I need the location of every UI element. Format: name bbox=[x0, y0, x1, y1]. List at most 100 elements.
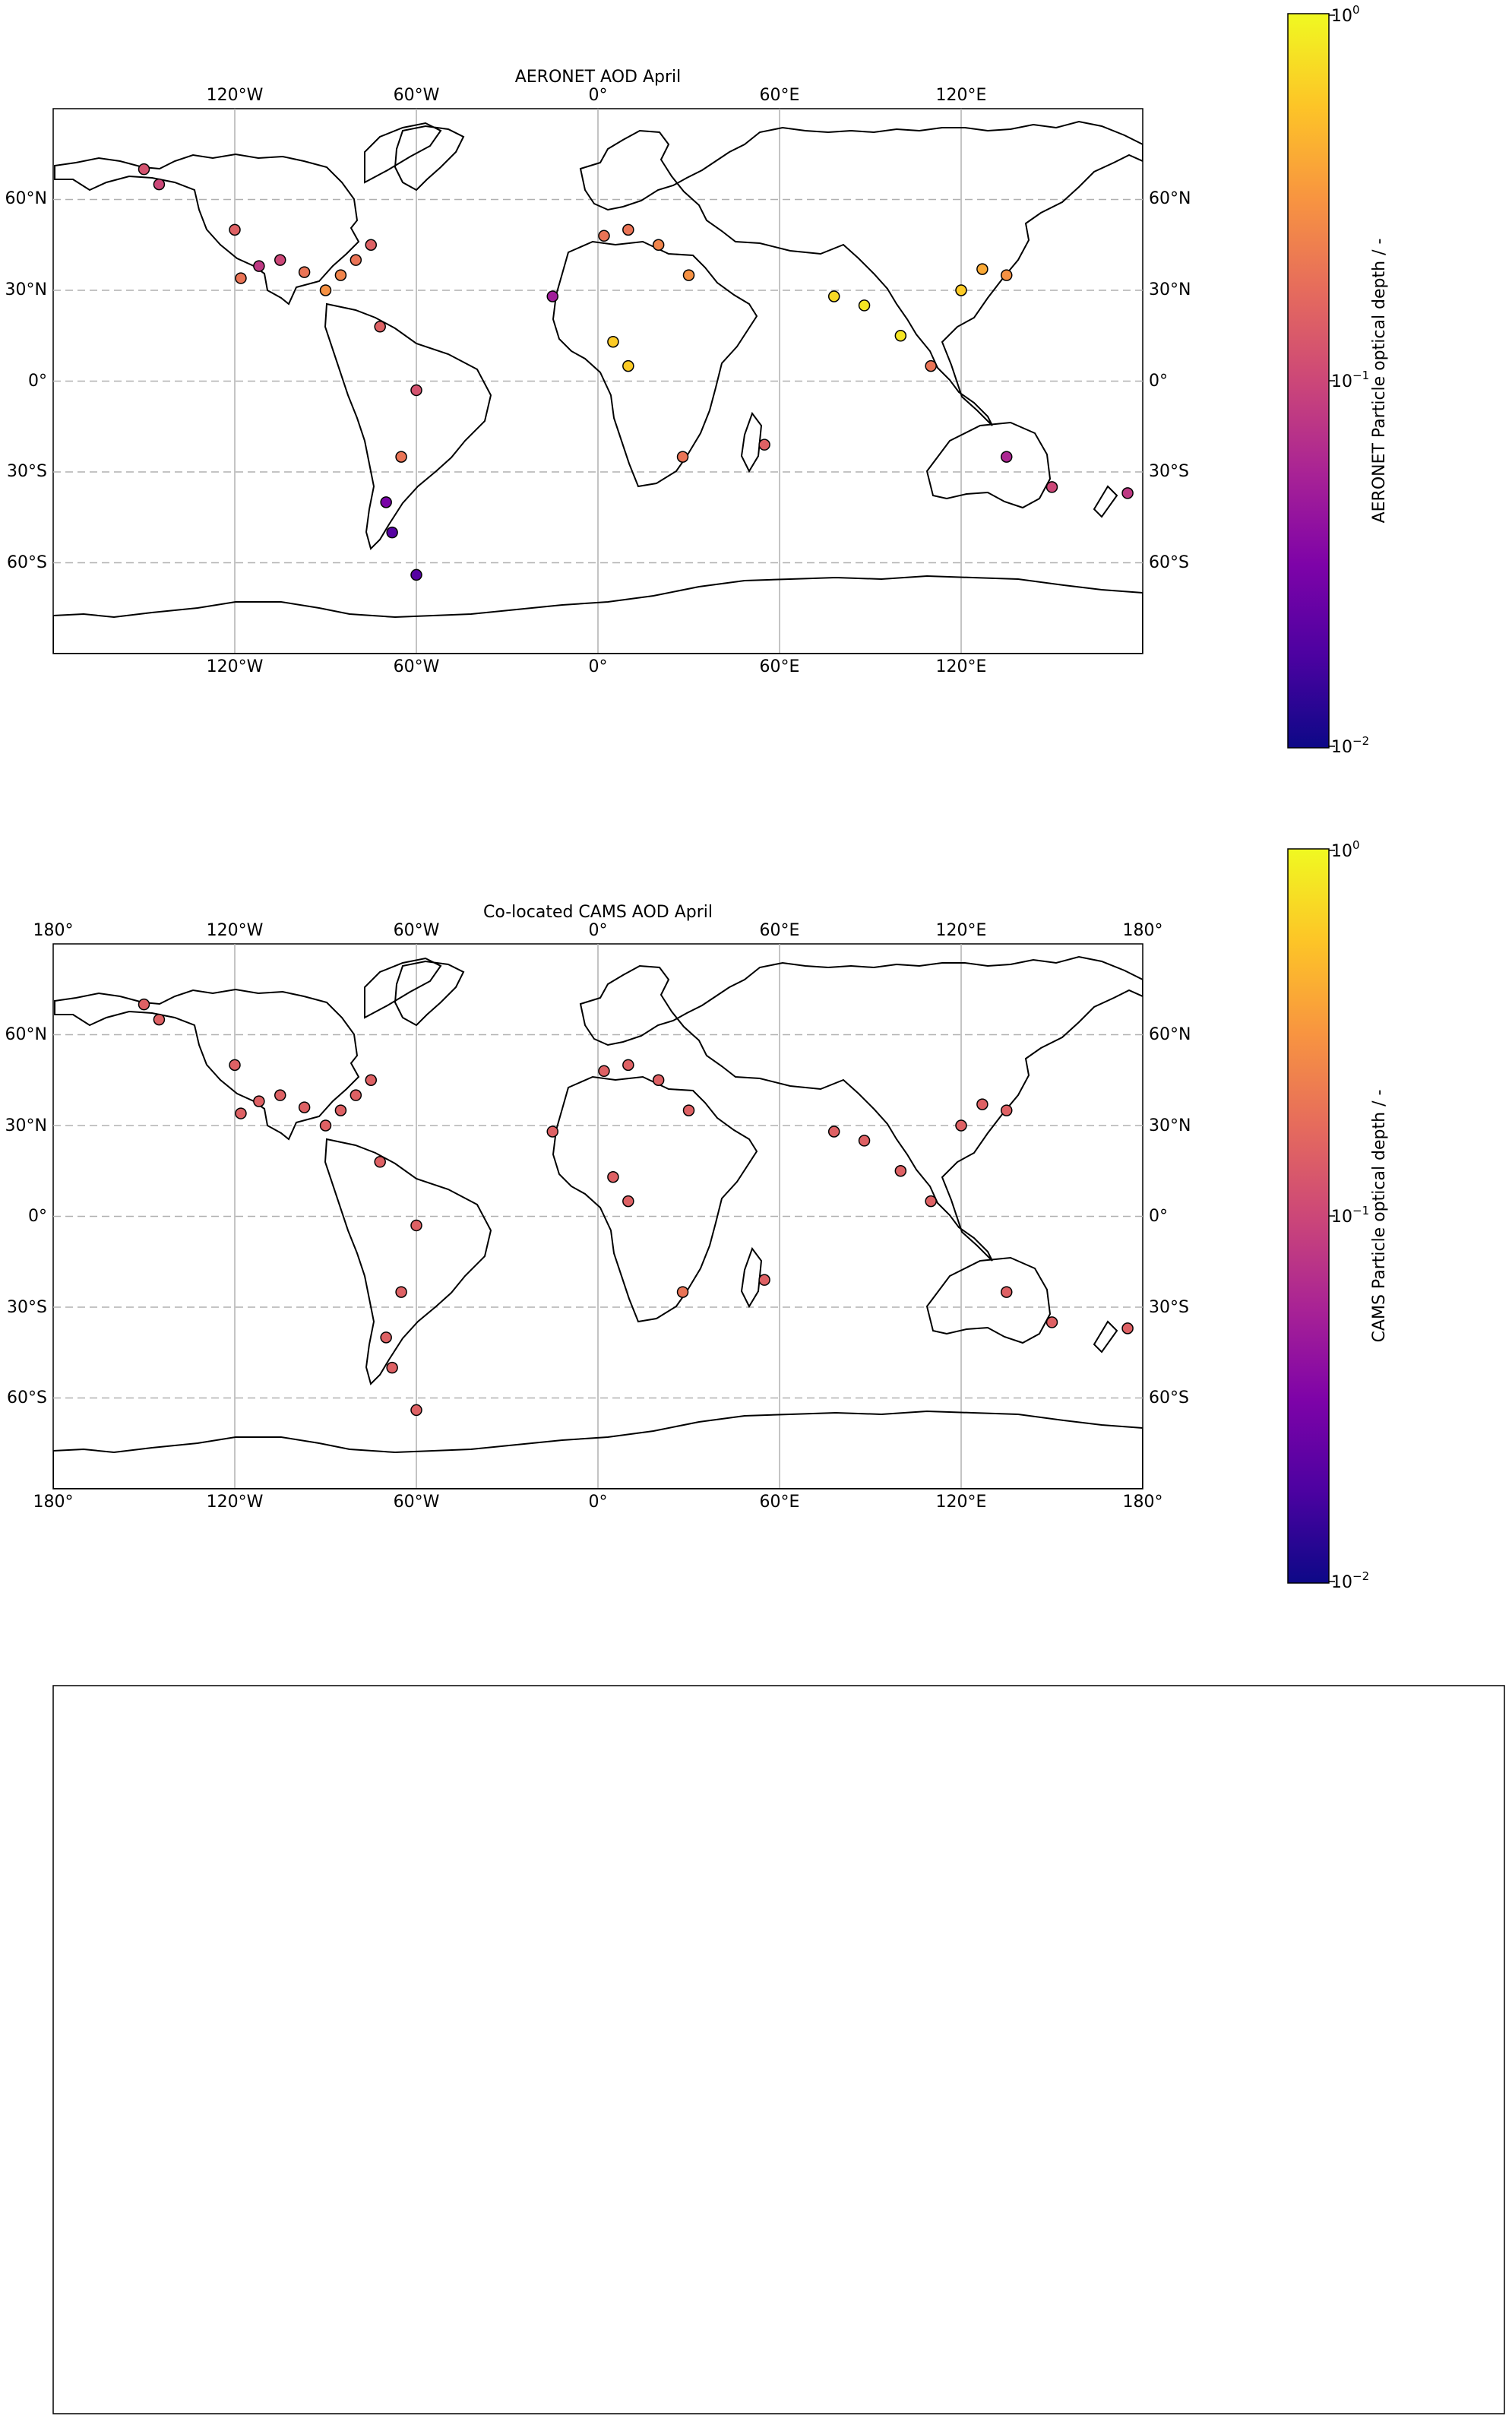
top-lon-tick: 120°W bbox=[207, 921, 264, 940]
left-lat-tick: 60°S bbox=[7, 1388, 47, 1407]
station-marker bbox=[827, 1126, 840, 1138]
top-lon-tick: 60°E bbox=[760, 86, 800, 105]
top-lon-tick: 120°E bbox=[936, 86, 987, 105]
left-lat-tick: 0° bbox=[28, 372, 47, 391]
station-marker bbox=[1001, 451, 1013, 463]
station-marker bbox=[546, 1126, 558, 1138]
bottom-lon-tick: 180° bbox=[33, 1493, 74, 1512]
station-marker bbox=[622, 1195, 634, 1208]
map-title: AERONET AOD April bbox=[515, 68, 682, 87]
station-marker bbox=[253, 260, 265, 272]
left-lat-tick: 60°N bbox=[5, 1025, 47, 1044]
station-marker bbox=[676, 451, 689, 463]
station-marker bbox=[153, 1013, 166, 1026]
station-marker bbox=[298, 266, 311, 278]
station-marker bbox=[410, 1404, 422, 1417]
station-marker bbox=[682, 1104, 695, 1116]
bottom-lon-tick: 60°W bbox=[394, 1493, 440, 1512]
station-markers bbox=[138, 163, 1134, 581]
colorbar-gradient bbox=[1287, 13, 1330, 749]
bottom-lon-tick: 60°E bbox=[760, 1493, 800, 1512]
station-marker bbox=[380, 1331, 392, 1344]
station-marker bbox=[607, 335, 619, 348]
station-marker bbox=[1121, 1322, 1134, 1335]
top-lon-tick: 0° bbox=[589, 86, 608, 105]
bottom-lon-tick: 120°E bbox=[936, 1493, 987, 1512]
top-lon-tick: 120°W bbox=[207, 86, 264, 105]
station-marker bbox=[955, 1119, 967, 1132]
station-marker bbox=[319, 1119, 332, 1132]
station-marker bbox=[138, 998, 150, 1011]
left-lat-tick: 30°N bbox=[5, 280, 47, 299]
station-marker bbox=[235, 1107, 247, 1119]
station-marker bbox=[386, 526, 398, 539]
colorbar-tick-label: 100 bbox=[1331, 838, 1360, 861]
right-lat-tick: 0° bbox=[1149, 1207, 1168, 1226]
top-lon-tick: 60°W bbox=[394, 921, 440, 940]
left-lat-tick: 60°N bbox=[5, 189, 47, 208]
empty-axes-panel bbox=[52, 1685, 1505, 2414]
station-marker bbox=[410, 384, 422, 397]
station-marker bbox=[607, 1170, 619, 1183]
colorbar-tick-label: 100 bbox=[1331, 3, 1360, 26]
right-lat-tick: 30°S bbox=[1149, 462, 1189, 481]
top-lon-tick: 60°E bbox=[760, 921, 800, 940]
station-marker bbox=[858, 1135, 871, 1147]
station-marker bbox=[827, 290, 840, 302]
colorbar-tick-label: 10−1 bbox=[1331, 369, 1369, 391]
station-marker bbox=[1045, 1316, 1058, 1328]
station-marker bbox=[976, 263, 988, 275]
left-lat-tick: 0° bbox=[28, 1207, 47, 1226]
station-marker bbox=[682, 269, 695, 281]
station-marker bbox=[274, 1089, 286, 1101]
station-marker bbox=[676, 1286, 689, 1298]
station-marker bbox=[1121, 487, 1134, 499]
bottom-lon-tick: 180° bbox=[1123, 1493, 1163, 1512]
station-marker bbox=[1045, 481, 1058, 493]
station-marker bbox=[622, 1059, 634, 1072]
station-marker bbox=[334, 269, 347, 281]
station-marker bbox=[598, 230, 610, 242]
station-marker bbox=[976, 1098, 988, 1110]
station-marker bbox=[350, 1089, 362, 1101]
station-marker bbox=[380, 496, 392, 508]
left-lat-tick: 30°S bbox=[7, 1298, 47, 1317]
map-cams: Co-located CAMS AOD April 180° 120°W 60°… bbox=[5, 903, 1191, 1512]
bottom-lon-tick: 120°W bbox=[207, 1493, 264, 1512]
top-lon-tick: 180° bbox=[33, 921, 74, 940]
station-marker bbox=[410, 1219, 422, 1232]
colorbar-label: AERONET Particle optical depth / - bbox=[1370, 239, 1389, 524]
station-marker bbox=[622, 223, 634, 236]
right-lat-tick: 60°S bbox=[1149, 553, 1189, 572]
bottom-lon-tick: 60°E bbox=[760, 657, 800, 676]
station-marker bbox=[622, 359, 634, 372]
station-marker bbox=[1001, 1286, 1013, 1298]
right-lat-tick: 60°S bbox=[1149, 1388, 1189, 1407]
station-marker bbox=[925, 1195, 937, 1208]
top-lon-tick: 0° bbox=[589, 921, 608, 940]
bottom-lon-tick: 60°W bbox=[394, 657, 440, 676]
bottom-lon-tick: 120°E bbox=[936, 657, 987, 676]
colorbar-tick-label: 10−2 bbox=[1331, 734, 1369, 757]
top-lon-tick: 60°W bbox=[394, 86, 440, 105]
station-marker bbox=[350, 254, 362, 266]
station-marker bbox=[1001, 1104, 1013, 1116]
bottom-lon-tick: 0° bbox=[589, 1493, 608, 1512]
station-marker bbox=[955, 284, 967, 296]
station-marker bbox=[253, 1095, 265, 1107]
station-markers bbox=[138, 998, 1134, 1417]
station-marker bbox=[652, 1074, 665, 1086]
station-marker bbox=[386, 1361, 398, 1374]
colorbar-cams: 100 10−1 10−2 CAMS Particle optical dept… bbox=[1287, 838, 1389, 1592]
station-marker bbox=[395, 1286, 407, 1298]
station-marker bbox=[410, 568, 422, 581]
colorbar-gradient bbox=[1287, 848, 1330, 1584]
graticule bbox=[53, 109, 1143, 654]
colorbar-tick-label: 10−2 bbox=[1331, 1569, 1369, 1592]
colorbar-tick-label: 10−1 bbox=[1331, 1204, 1369, 1227]
station-marker bbox=[229, 223, 241, 236]
bottom-lon-tick: 0° bbox=[589, 657, 608, 676]
station-marker bbox=[153, 178, 166, 191]
top-lon-tick: 180° bbox=[1123, 921, 1163, 940]
right-lat-tick: 60°N bbox=[1149, 1025, 1191, 1044]
